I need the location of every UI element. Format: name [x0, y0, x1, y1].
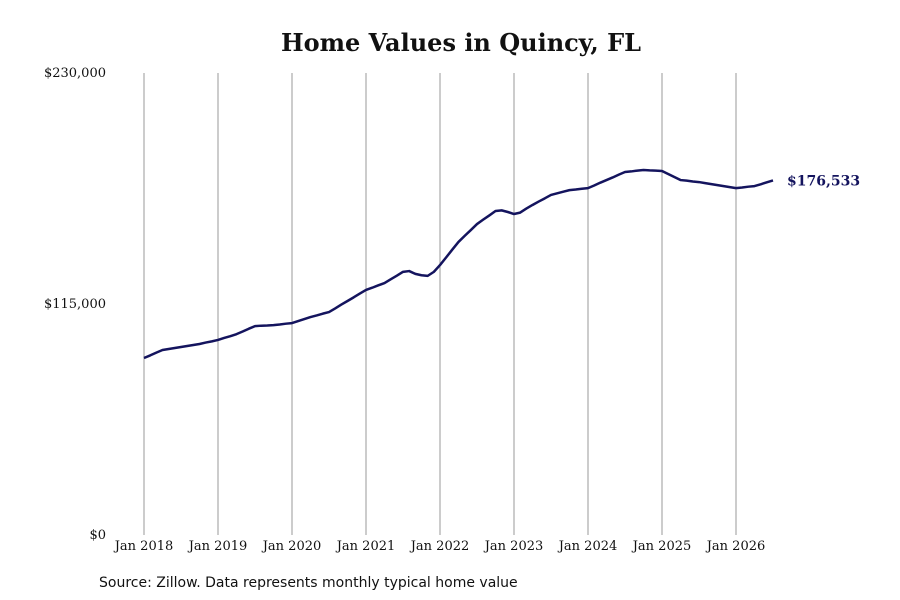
x-tick-label: Jan 2019 [187, 539, 248, 554]
x-tick-label: Jan 2024 [557, 539, 618, 554]
x-tick-label: Jan 2023 [483, 539, 544, 554]
x-tick-label: Jan 2022 [409, 539, 470, 554]
x-tick-label: Jan 2018 [113, 539, 174, 554]
x-tick-label: Jan 2021 [335, 539, 396, 554]
x-tick-label: Jan 2026 [705, 539, 766, 554]
source-note: Source: Zillow. Data represents monthly … [99, 575, 518, 591]
y-tick-label: $115,000 [44, 297, 106, 312]
x-tick-label: Jan 2025 [631, 539, 692, 554]
line [143, 168, 774, 360]
x-tick-label: Jan 2020 [261, 539, 322, 554]
y-tick-label: $230,000 [44, 66, 106, 81]
y-tick-label: $0 [89, 528, 106, 543]
end-value-label: $176,533 [787, 173, 860, 189]
chart-title: Home Values in Quincy, FL [281, 28, 641, 57]
